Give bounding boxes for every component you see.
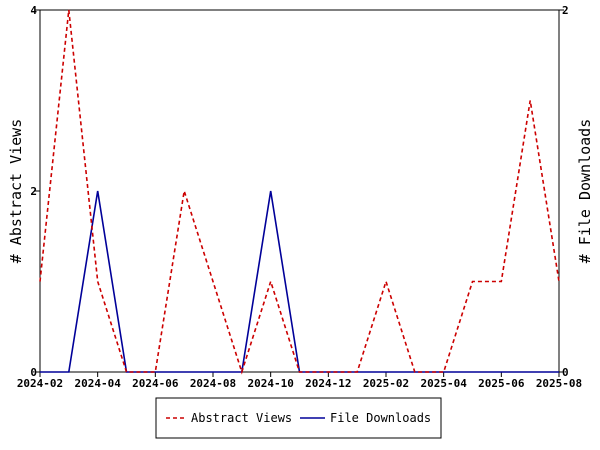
series-line-abstract-views [39, 9, 560, 375]
y-axis-left: 0 2 4 [30, 4, 40, 379]
x-tick-label: 2024-04 [74, 377, 121, 390]
legend-label-abstract-views: Abstract Views [191, 411, 292, 425]
series-layer [39, 9, 560, 375]
y-tick-label: 4 [30, 4, 37, 17]
x-tick-label: 2025-08 [536, 377, 582, 390]
y2-axis-title: # File Downloads [576, 119, 594, 264]
x-axis: 2024-02 2024-04 2024-06 2024-08 2024-10 2024-… [17, 372, 582, 390]
legend-label-file-downloads: File Downloads [330, 411, 431, 425]
x-tick-label: 2024-06 [132, 377, 179, 390]
legend-box [155, 397, 442, 439]
x-tick-label: 2024-08 [190, 377, 236, 390]
x-tick-label: 2024-02 [17, 377, 63, 390]
x-tick-label: 2025-06 [478, 377, 525, 390]
y-axis-right: 02 [559, 4, 569, 379]
y-tick-label: 2 [30, 185, 37, 198]
y-axis-title: # Abstract Views [7, 119, 25, 264]
x-tick-label: 2025-02 [363, 377, 409, 390]
x-tick-label: 2024-10 [247, 377, 293, 390]
legend: Abstract Views File Downloads [155, 397, 442, 439]
y2-tick-label: 2 [562, 4, 569, 17]
y-tick-label: 0 [30, 366, 37, 379]
x-tick-label: 2025-04 [420, 377, 467, 390]
y2-tick-label: 0 [562, 366, 569, 379]
x-tick-label: 2024-12 [305, 377, 351, 390]
